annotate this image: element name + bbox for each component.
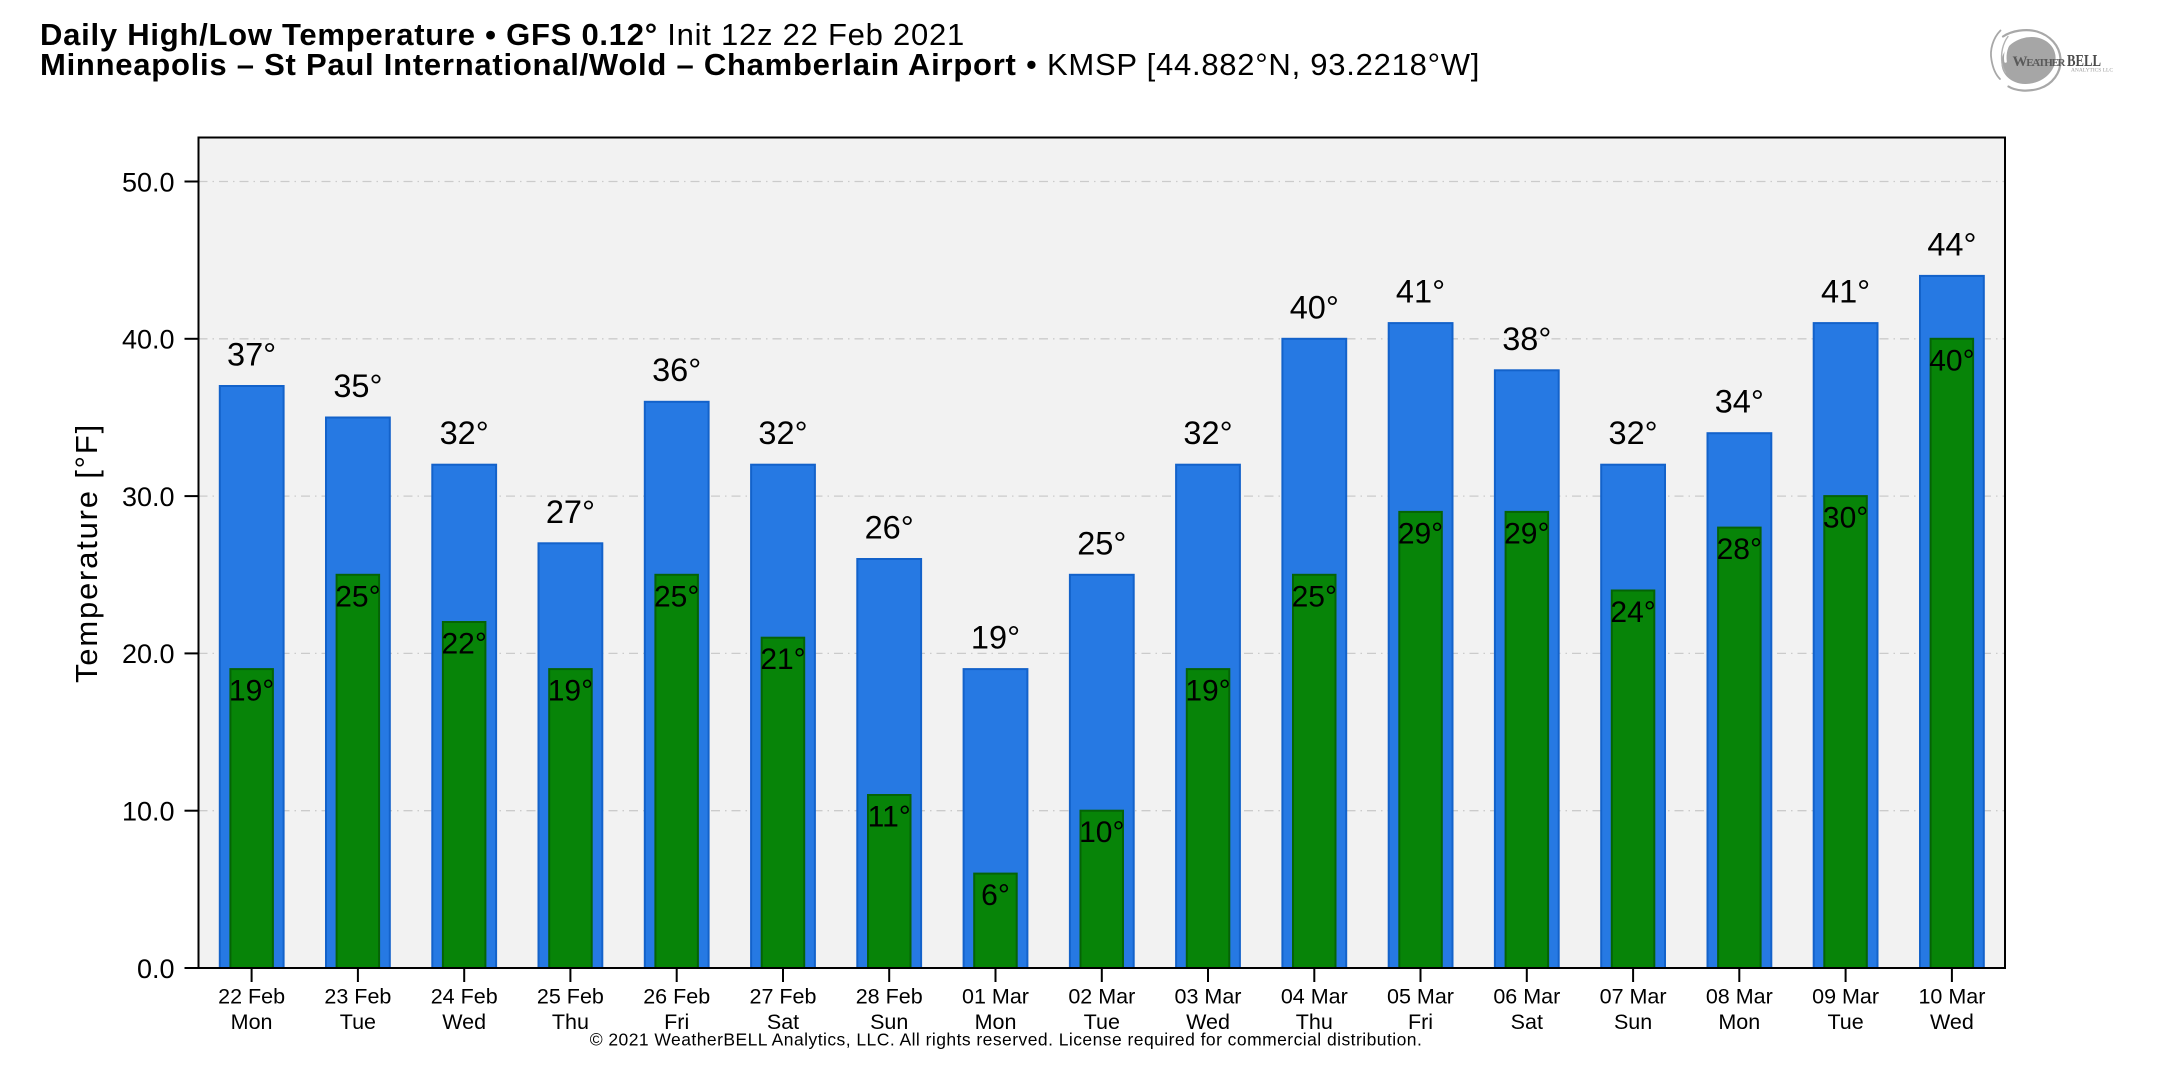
- svg-text:11°: 11°: [868, 801, 911, 834]
- svg-text:Fri: Fri: [1408, 1010, 1433, 1034]
- svg-text:44°: 44°: [1927, 226, 1976, 262]
- svg-text:Wed: Wed: [1930, 1010, 1974, 1034]
- svg-text:40.0: 40.0: [122, 325, 175, 355]
- svg-text:Daily High/Low Temperature • G: Daily High/Low Temperature • GFS 0.12° I…: [40, 17, 965, 52]
- svg-text:30°: 30°: [1823, 502, 1868, 535]
- svg-text:Mon: Mon: [1718, 1010, 1760, 1034]
- svg-text:Thu: Thu: [1296, 1010, 1333, 1034]
- svg-text:38°: 38°: [1502, 321, 1551, 357]
- svg-text:35°: 35°: [333, 368, 382, 404]
- svg-text:ANALYTICS LLC: ANALYTICS LLC: [2071, 68, 2113, 74]
- svg-text:26°: 26°: [865, 510, 914, 546]
- svg-text:41°: 41°: [1821, 274, 1870, 310]
- svg-text:Wed: Wed: [1186, 1010, 1230, 1034]
- svg-text:25 Feb: 25 Feb: [537, 985, 604, 1009]
- svg-text:22 Feb: 22 Feb: [218, 985, 285, 1009]
- svg-text:Sat: Sat: [1511, 1010, 1543, 1034]
- svg-text:25°: 25°: [654, 580, 699, 613]
- svg-text:10°: 10°: [1079, 816, 1124, 849]
- svg-text:Mon: Mon: [975, 1010, 1017, 1034]
- svg-text:02 Mar: 02 Mar: [1068, 985, 1135, 1009]
- svg-text:24 Feb: 24 Feb: [431, 985, 498, 1009]
- svg-text:25°: 25°: [335, 580, 380, 613]
- svg-text:© 2021 WeatherBELL Analytics,: © 2021 WeatherBELL Analytics, LLC. All r…: [590, 1030, 1423, 1050]
- svg-text:26 Feb: 26 Feb: [643, 985, 710, 1009]
- svg-text:27°: 27°: [546, 494, 595, 530]
- svg-text:0.0: 0.0: [137, 954, 175, 984]
- svg-text:06 Mar: 06 Mar: [1493, 985, 1560, 1009]
- svg-text:Sat: Sat: [767, 1010, 799, 1034]
- svg-text:04 Mar: 04 Mar: [1281, 985, 1348, 1009]
- svg-text:Weather: Weather: [2013, 54, 2067, 70]
- svg-text:10 Mar: 10 Mar: [1918, 985, 1985, 1009]
- svg-text:19°: 19°: [1185, 675, 1230, 708]
- svg-text:23 Feb: 23 Feb: [324, 985, 391, 1009]
- svg-text:30.0: 30.0: [122, 482, 175, 512]
- svg-text:19°: 19°: [548, 675, 593, 708]
- svg-text:Tue: Tue: [340, 1010, 376, 1034]
- svg-text:03 Mar: 03 Mar: [1175, 985, 1242, 1009]
- svg-text:40°: 40°: [1290, 289, 1339, 325]
- svg-text:37°: 37°: [227, 337, 276, 373]
- svg-text:25°: 25°: [1077, 525, 1126, 561]
- svg-text:29°: 29°: [1398, 517, 1443, 550]
- svg-text:01 Mar: 01 Mar: [962, 985, 1029, 1009]
- svg-text:32°: 32°: [1183, 415, 1232, 451]
- svg-text:22°: 22°: [442, 628, 487, 661]
- svg-text:27 Feb: 27 Feb: [750, 985, 817, 1009]
- svg-text:Minneapolis – St Paul Internat: Minneapolis – St Paul International/Wold…: [40, 47, 1480, 82]
- svg-text:36°: 36°: [652, 352, 701, 388]
- svg-text:40°: 40°: [1929, 344, 1974, 377]
- svg-text:25°: 25°: [1292, 580, 1337, 613]
- svg-text:34°: 34°: [1715, 384, 1764, 420]
- svg-text:Wed: Wed: [442, 1010, 486, 1034]
- svg-text:Tue: Tue: [1827, 1010, 1863, 1034]
- svg-text:07 Mar: 07 Mar: [1600, 985, 1667, 1009]
- svg-text:19°: 19°: [229, 675, 274, 708]
- svg-text:32°: 32°: [758, 415, 807, 451]
- svg-text:41°: 41°: [1396, 274, 1445, 310]
- svg-text:32°: 32°: [440, 415, 489, 451]
- svg-text:Tue: Tue: [1084, 1010, 1120, 1034]
- svg-text:24°: 24°: [1610, 596, 1655, 629]
- svg-text:28°: 28°: [1717, 533, 1762, 566]
- svg-text:05 Mar: 05 Mar: [1387, 985, 1454, 1009]
- svg-text:Temperature [°F]: Temperature [°F]: [69, 423, 104, 683]
- svg-text:20.0: 20.0: [122, 639, 175, 669]
- svg-text:08 Mar: 08 Mar: [1706, 985, 1773, 1009]
- svg-text:21°: 21°: [760, 643, 805, 676]
- svg-text:32°: 32°: [1609, 415, 1658, 451]
- svg-text:09 Mar: 09 Mar: [1812, 985, 1879, 1009]
- svg-text:28 Feb: 28 Feb: [856, 985, 923, 1009]
- svg-text:19°: 19°: [971, 620, 1020, 656]
- svg-text:29°: 29°: [1504, 517, 1549, 550]
- svg-text:50.0: 50.0: [122, 167, 175, 197]
- svg-text:Fri: Fri: [664, 1010, 689, 1034]
- svg-text:10.0: 10.0: [122, 797, 175, 827]
- svg-text:Thu: Thu: [552, 1010, 589, 1034]
- svg-text:6°: 6°: [981, 879, 1010, 912]
- svg-text:Mon: Mon: [231, 1010, 273, 1034]
- svg-text:BELL: BELL: [2067, 51, 2101, 70]
- svg-text:Sun: Sun: [870, 1010, 908, 1034]
- svg-text:Sun: Sun: [1614, 1010, 1652, 1034]
